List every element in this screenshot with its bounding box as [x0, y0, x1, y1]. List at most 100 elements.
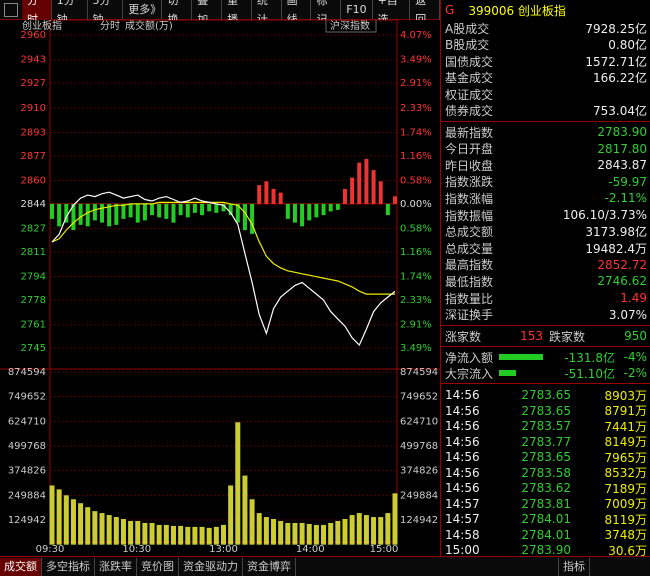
breadth-bar: [157, 203, 162, 218]
trade-time: 14:56: [445, 403, 480, 418]
volume-bar: [242, 475, 248, 545]
toolbar-button[interactable]: 标记: [311, 0, 342, 29]
toolbar-button[interactable]: 返回: [410, 0, 441, 29]
toolbar-button[interactable]: 画线: [282, 0, 312, 29]
info-label: 总成交额: [445, 225, 494, 240]
trade-row: 14:56 2783.65 7965万: [445, 449, 647, 465]
breadth-bar: [335, 203, 340, 210]
tab[interactable]: 资金博弈: [243, 558, 296, 576]
window-icon[interactable]: [4, 2, 18, 17]
volume-bar: [142, 522, 148, 545]
volume-bar: [392, 493, 398, 545]
trade-time: 15:00: [445, 543, 480, 558]
volume-tick-label-right: 749652: [400, 392, 438, 403]
volume-tick-label: 124942: [8, 515, 46, 526]
info-row: 指数量比 1.49: [445, 290, 647, 306]
pct-tick-label: 1.16%: [400, 151, 432, 162]
price-tick-label: 2877: [21, 151, 46, 162]
info-value: 106.10/3.73%: [562, 208, 647, 222]
price-tick-label: 2960: [21, 30, 46, 41]
flow-value: -51.10亿: [564, 366, 615, 381]
volume-bar: [249, 499, 255, 545]
volume-bar: [56, 489, 62, 545]
info-label: 最低指数: [445, 274, 494, 289]
trade-row: 14:57 2784.01 8119万: [445, 511, 647, 527]
volume-tick-label-right: 874594: [400, 367, 438, 378]
price-tick-label: 2794: [21, 272, 46, 283]
down-label: 跌家数: [549, 329, 586, 344]
volume-tick-label-right: 624710: [400, 416, 438, 427]
trade-row: 15:00 2783.90 30.6万: [445, 542, 647, 558]
chart-indicator: 成交额(万): [125, 20, 173, 32]
quote-panel: G 399006 创业板指 A股成交 7928.25亿 B股成交 0.80亿 国债成交 1…: [440, 0, 650, 558]
trade-row: 14:56 2783.58 8532万: [445, 465, 647, 481]
volume-bar: [356, 513, 362, 545]
volume-bar: [378, 517, 384, 545]
tab[interactable]: 多空指标: [42, 558, 95, 576]
pct-tick-label: 0.58%: [400, 224, 432, 235]
separator: [441, 325, 650, 327]
chart-mode: 分时: [100, 20, 120, 32]
info-label: 国债成交: [445, 54, 494, 69]
panel-header: G 399006 创业板指: [445, 2, 647, 18]
info-row: B股成交 0.80亿: [445, 37, 647, 53]
breadth-bar: [257, 185, 262, 204]
trade-time: 14:57: [445, 512, 480, 527]
trade-price: 2783.62: [521, 481, 571, 496]
breadth-bar: [264, 181, 269, 204]
toolbar-button[interactable]: F10: [341, 0, 373, 19]
volume-bar: [328, 522, 334, 545]
toolbar-button[interactable]: 叠加: [192, 0, 223, 29]
tab-bar: 成交额 多空指标 涨跌率 竞价图 资金驱动力 资金博弈 指标: [0, 556, 650, 576]
volume-tick-label-right: 499768: [400, 441, 438, 452]
trade-time: 14:56: [445, 434, 480, 449]
volume-bar: [63, 495, 69, 545]
panel-title: 399006 创业板指: [468, 3, 566, 18]
breadth-bar: [135, 203, 140, 223]
breadth-bar: [328, 203, 333, 212]
trade-price: 2783.81: [521, 496, 571, 511]
breadth-bar: [321, 203, 326, 216]
volume-bar: [156, 524, 162, 545]
toolbar-button[interactable]: 1分钟: [52, 0, 88, 29]
flow-label: 净流入额: [445, 350, 494, 365]
breadth-bar: [185, 203, 190, 218]
trade-price: 2783.65: [521, 450, 571, 465]
tab[interactable]: 资金驱动力: [179, 558, 243, 576]
volume-bar: [349, 515, 355, 545]
info-row: 指数涨幅 -2.11%: [445, 190, 647, 206]
trade-volume: 30.6万: [608, 543, 647, 558]
breadth-bar: [292, 203, 297, 223]
compare-button[interactable]: 沪深指数: [330, 20, 370, 32]
toolbar-button[interactable]: 统计: [252, 0, 282, 29]
price-tick-label: 2927: [21, 78, 46, 89]
breadth-bar: [214, 203, 219, 213]
breadth-bar: [164, 203, 169, 219]
trade-row: 14:56 2783.57 7441万: [445, 418, 647, 434]
toolbar-button[interactable]: 重播: [222, 0, 252, 29]
price-tick-label: 2910: [21, 103, 46, 114]
tab[interactable]: 涨跌率: [95, 558, 137, 576]
tab-right[interactable]: 指标: [558, 558, 590, 576]
breadth-bar: [142, 203, 147, 221]
toolbar-button[interactable]: 切换: [162, 0, 193, 29]
info-label: A股成交: [445, 21, 490, 36]
info-label: 指数涨跌: [445, 175, 494, 190]
tab[interactable]: 竞价图: [137, 558, 179, 576]
tab[interactable]: 成交额: [0, 558, 42, 576]
trade-volume: 8791万: [604, 404, 647, 419]
trade-row: 14:56 2783.65 8903万: [445, 387, 647, 403]
chart-bg: [0, 20, 440, 556]
toolbar-button[interactable]: +自选: [373, 0, 411, 29]
breadth-bar: [271, 188, 276, 204]
flow-row: 大宗流入 -51.10亿 -2%: [445, 365, 647, 381]
toolbar-button[interactable]: 更多》: [123, 0, 163, 19]
pct-tick-label: 4.07%: [400, 30, 432, 41]
compare-box[interactable]: [325, 20, 377, 33]
breadth-bar: [357, 162, 362, 204]
pct-tick-label: 3.49%: [400, 55, 432, 66]
volume-bar: [92, 511, 98, 545]
trade-volume: 7965万: [604, 450, 647, 465]
toolbar-button[interactable]: 5分钟: [88, 0, 124, 29]
info-value: 753.04亿: [593, 104, 647, 118]
